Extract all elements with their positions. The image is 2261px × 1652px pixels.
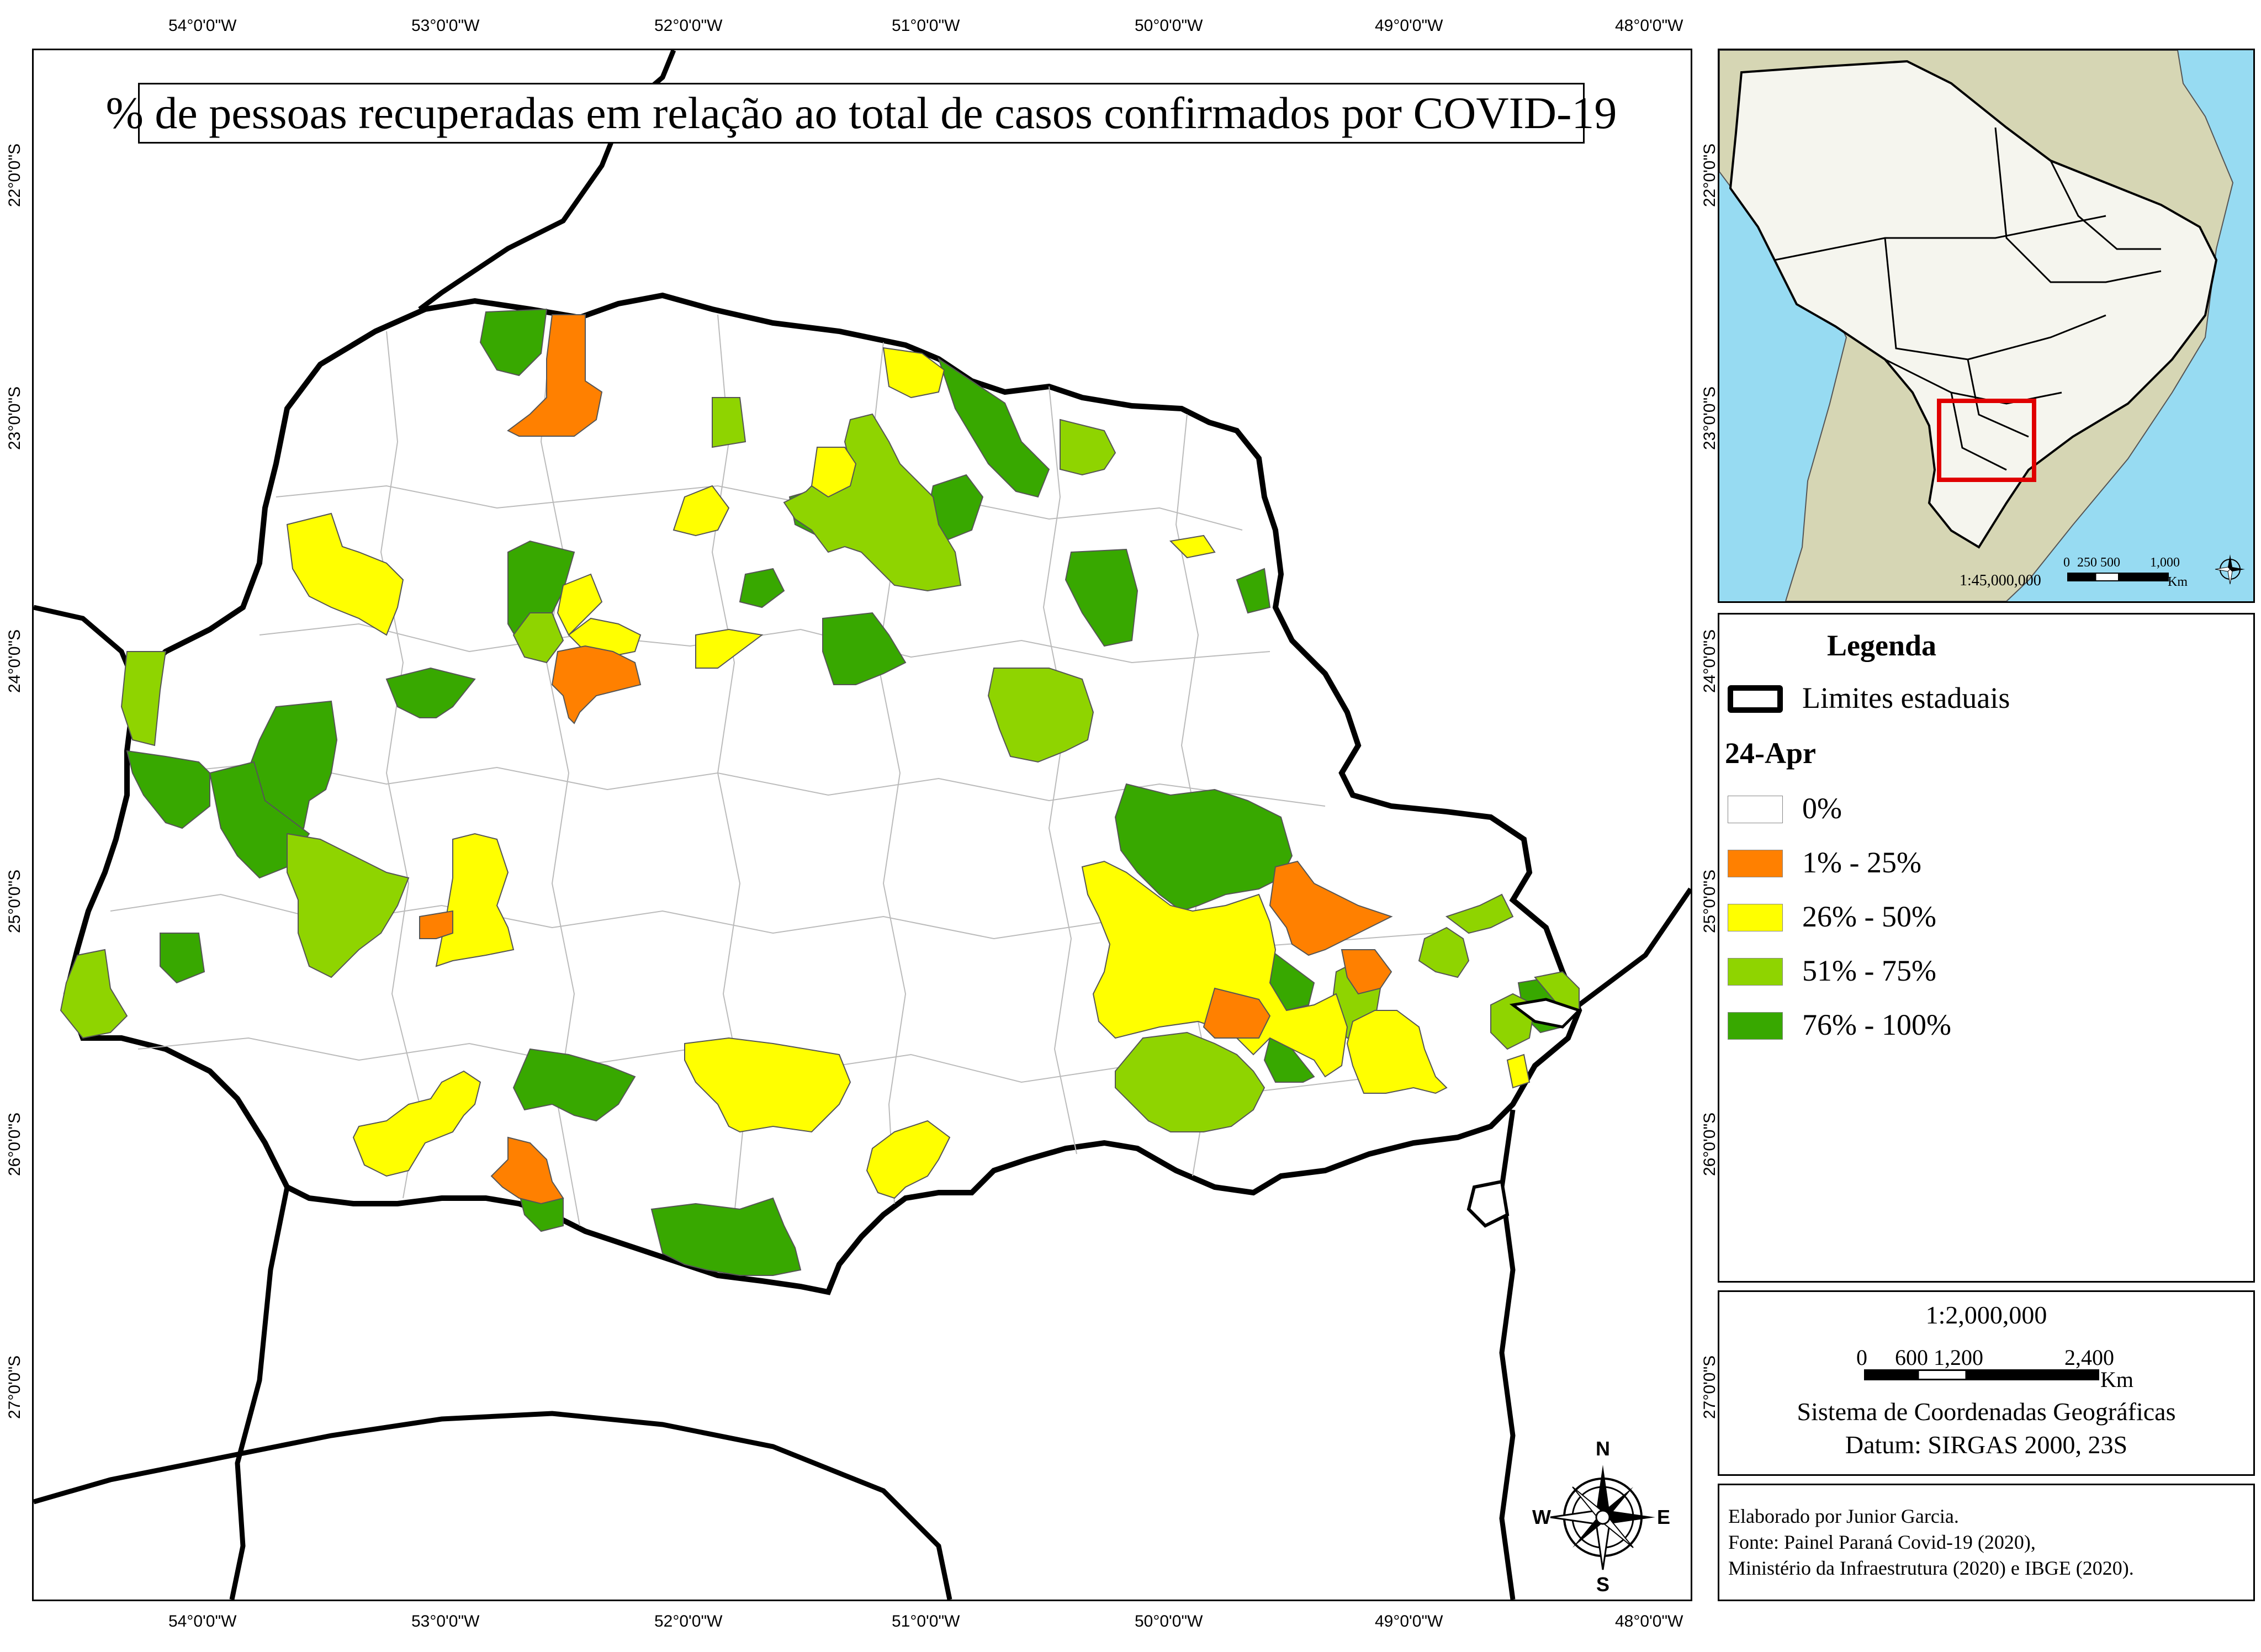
legend-swatch-4 [1728, 1012, 1783, 1040]
lon-label-bottom: 49°0'0"W [1375, 1612, 1443, 1630]
inset-map-frame: 1:45,000,000 0 250 500 1,000 Km [1718, 49, 2255, 603]
legend-swatch-0 [1728, 796, 1783, 823]
lat-label-left: 26°0'0"S [6, 1112, 24, 1176]
inset-scale-unit: Km [2168, 575, 2188, 589]
lon-label-top: 48°0'0"W [1615, 17, 1683, 35]
sao-francisco-island [1466, 1179, 1510, 1228]
inset-brazil [1729, 60, 2218, 549]
lat-label-right: 22°0'0"S [1701, 143, 1719, 207]
compass-s-label: S [1596, 1573, 1609, 1596]
lat-label-right: 25°0'0"S [1701, 869, 1719, 933]
inset-scale-tick-0: 0 [2063, 555, 2070, 570]
compass-w-label: W [1532, 1506, 1551, 1528]
inset-map [1719, 50, 2253, 601]
municipalities-51-75 [60, 397, 1580, 1132]
municipalities-1-25 [419, 314, 1393, 1205]
compass-star-icon [1550, 1465, 1655, 1570]
state-boundary-rs [34, 1411, 952, 1600]
municipalities-26-50 [286, 347, 1531, 1199]
legend-class-label: 26% - 50% [1802, 900, 1936, 933]
legend-boundary-label: Limites estaduais [1802, 681, 2010, 714]
inset-scale-tick-3: 1,000 [2150, 555, 2180, 570]
lon-label-top: 53°0'0"W [411, 17, 480, 35]
scale-tick-3: 2,400 [2064, 1345, 2114, 1370]
compass-e-label: E [1657, 1506, 1670, 1528]
paranagua-bay [1509, 998, 1582, 1029]
lat-label-right: 27°0'0"S [1701, 1355, 1719, 1419]
inset-state-lines [1774, 127, 2162, 471]
lat-label-left: 23°0'0"S [6, 386, 24, 450]
scale-tick-0: 0 [1856, 1345, 1867, 1370]
scale-unit: Km [2100, 1367, 2133, 1392]
legend-class-label: 76% - 100% [1802, 1008, 1951, 1041]
credit-source-cont: Ministério da Infraestrutura (2020) e IB… [1728, 1557, 2134, 1579]
scale-tick-1: 600 [1895, 1345, 1928, 1370]
lat-label-left: 24°0'0"S [6, 629, 24, 693]
inset-scale-bar [2067, 573, 2169, 581]
map-title: % de pessoas recuperadas em relação ao t… [106, 83, 1617, 144]
inset-highlight-box [1937, 399, 2036, 482]
lon-label-top: 51°0'0"W [892, 17, 960, 35]
lat-label-left: 25°0'0"S [6, 869, 24, 933]
credit-source: Fonte: Painel Paraná Covid-19 (2020), [1728, 1531, 2036, 1553]
lon-label-bottom: 53°0'0"W [411, 1612, 480, 1630]
credits-panel: Elaborado por Junior Garcia. Fonte: Pain… [1718, 1484, 2255, 1601]
lon-label-top: 49°0'0"W [1375, 17, 1443, 35]
legend-swatch-3 [1728, 958, 1783, 986]
crs-datum: Datum: SIRGAS 2000, 23S [1845, 1431, 2128, 1459]
lon-label-bottom: 48°0'0"W [1615, 1612, 1683, 1630]
lat-label-right: 24°0'0"S [1701, 629, 1719, 693]
lon-label-bottom: 50°0'0"W [1135, 1612, 1203, 1630]
parana-map [34, 50, 1691, 1600]
scale-ratio: 1:2,000,000 [1925, 1301, 2047, 1329]
legend-class-label: 1% - 25% [1802, 846, 1921, 879]
inset-scale-tick-1: 250 [2077, 555, 2097, 570]
legend-panel: Legenda Limites estaduais 24-Apr 0% 1% -… [1718, 613, 2255, 1283]
scale-tick-2: 1,200 [1934, 1345, 1983, 1370]
lon-label-bottom: 52°0'0"W [654, 1612, 723, 1630]
legend-swatch-1 [1728, 850, 1783, 877]
lon-label-bottom: 54°0'0"W [168, 1612, 237, 1630]
lon-label-top: 52°0'0"W [654, 17, 723, 35]
lon-label-top: 50°0'0"W [1135, 17, 1203, 35]
lat-label-left: 27°0'0"S [6, 1355, 24, 1419]
legend-title: Legenda [1827, 629, 1937, 662]
legend-swatch-2 [1728, 904, 1783, 931]
inset-scale-tick-2: 500 [2100, 555, 2120, 570]
lat-label-right: 23°0'0"S [1701, 386, 1719, 450]
legend-class-label: 51% - 75% [1802, 954, 1936, 987]
legend-date: 24-Apr [1725, 737, 1816, 770]
compass-rose: N S E W [1532, 1437, 1670, 1596]
legend-class-label: 0% [1802, 792, 1842, 825]
legend-boundary-swatch [1728, 685, 1783, 713]
lat-label-right: 26°0'0"S [1701, 1112, 1719, 1176]
scale-panel: 1:2,000,000 0 600 1,200 2,400 Km Sistema… [1718, 1290, 2255, 1476]
crs-system: Sistema de Coordenadas Geográficas [1797, 1397, 2176, 1426]
scale-bar [1864, 1369, 2099, 1380]
inset-compass-icon [2215, 554, 2245, 585]
compass-n-label: N [1596, 1437, 1610, 1460]
inset-scale-ratio: 1:45,000,000 [1960, 572, 2041, 589]
credit-author: Elaborado por Junior Garcia. [1728, 1505, 1959, 1527]
state-boundary-sc-south [229, 1187, 290, 1600]
lon-label-top: 54°0'0"W [168, 17, 237, 35]
lat-label-left: 22°0'0"S [6, 143, 24, 207]
state-boundary-ms [34, 605, 138, 686]
lon-label-bottom: 51°0'0"W [892, 1612, 960, 1630]
